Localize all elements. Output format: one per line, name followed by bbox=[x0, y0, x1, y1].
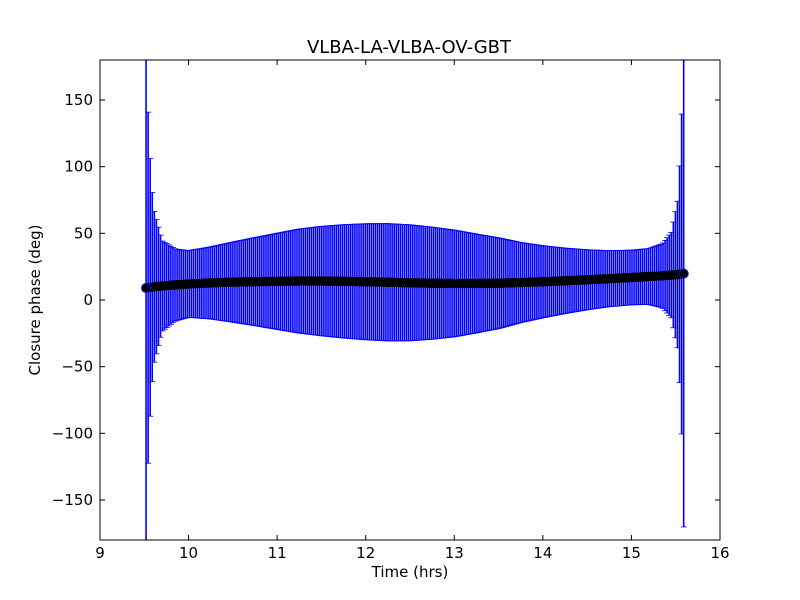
data-points bbox=[141, 268, 689, 293]
x-axis: 9 10 11 12 13 14 15 16 bbox=[95, 60, 730, 562]
x-axis-label: Time (hrs) bbox=[371, 563, 449, 581]
x-tick-label: 16 bbox=[710, 544, 729, 562]
y-tick-label: −100 bbox=[52, 424, 93, 442]
x-tick-label: 10 bbox=[179, 544, 198, 562]
y-tick-label: 100 bbox=[64, 158, 93, 176]
data-point bbox=[678, 268, 689, 279]
x-tick-label: 11 bbox=[268, 544, 287, 562]
y-axis-label: Closure phase (deg) bbox=[26, 225, 44, 376]
y-tick-label: 50 bbox=[74, 224, 93, 242]
y-tick-label: 150 bbox=[64, 91, 93, 109]
x-tick-label: 13 bbox=[445, 544, 464, 562]
y-tick-label: −50 bbox=[61, 358, 93, 376]
data-layer bbox=[141, 60, 689, 540]
y-axis: −150 −100 −50 0 50 100 150 bbox=[52, 91, 720, 509]
data-point bbox=[141, 283, 152, 293]
y-tick-label: −150 bbox=[52, 491, 93, 509]
chart-title: VLBA-LA-VLBA-OV-GBT bbox=[307, 37, 512, 58]
x-tick-label: 12 bbox=[356, 544, 375, 562]
x-tick-label: 14 bbox=[533, 544, 552, 562]
x-tick-label: 15 bbox=[622, 544, 641, 562]
y-tick-label: 0 bbox=[83, 291, 93, 309]
x-tick-label: 9 bbox=[95, 544, 105, 562]
